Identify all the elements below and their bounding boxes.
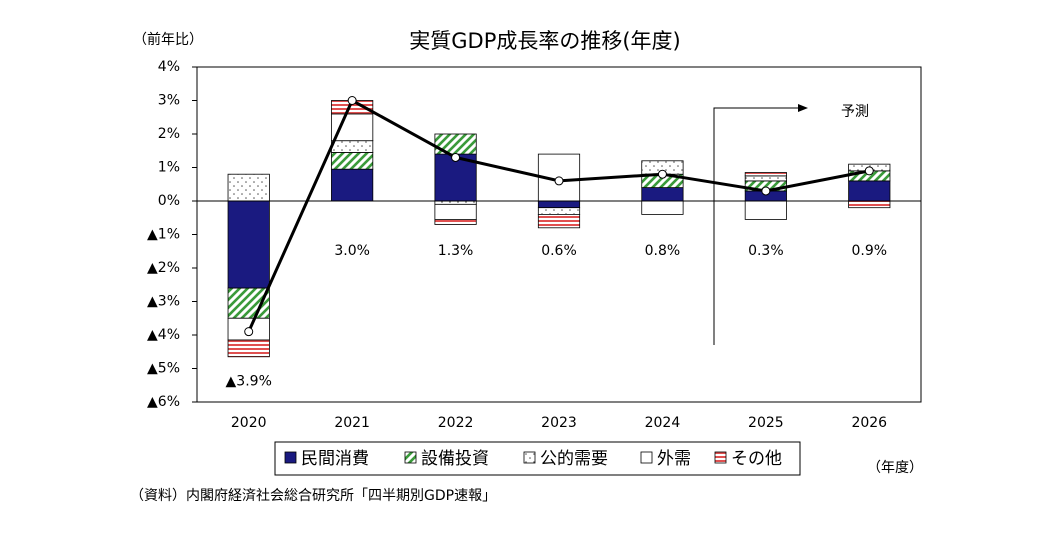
gdp-point [864, 166, 874, 176]
bar-segment [227, 173, 270, 202]
legend-label: 民間消費 [301, 449, 369, 469]
forecast-arrow [798, 104, 808, 112]
bar-segment [434, 200, 477, 205]
plot-frame [196, 66, 922, 403]
data-label: 0.9% [851, 243, 887, 259]
gdp-point [657, 169, 667, 179]
legend-swatch [404, 451, 417, 464]
legend-label: 外需 [657, 449, 691, 469]
bar-segment [641, 187, 684, 202]
data-label: 1.3% [438, 243, 474, 259]
source-note: （資料）内閣府経済社会総合研究所「四半期別GDP速報」 [130, 488, 496, 504]
data-label: 3.0% [334, 243, 370, 259]
x-tick-label: 2022 [438, 415, 474, 431]
legend-swatch [284, 451, 297, 464]
bar-segment [331, 168, 374, 202]
legend-swatch [523, 451, 536, 464]
data-label: 0.3% [748, 243, 784, 259]
legend-label: 設備投資 [421, 449, 489, 469]
bar-segment [848, 180, 891, 202]
y-axis-unit: （前年比） [133, 31, 203, 48]
bar-segment [744, 200, 787, 220]
bar-segment [848, 200, 891, 209]
y-tick-label: 1% [158, 160, 180, 176]
x-tick-label: 2021 [334, 415, 370, 431]
bar-segment [744, 172, 787, 177]
legend-box [274, 441, 801, 476]
bar-segment [537, 207, 581, 215]
x-tick-label: 2023 [541, 415, 577, 431]
y-tick-label: ▲1% [147, 227, 180, 243]
legend-label: 公的需要 [540, 449, 608, 469]
bar-segment [227, 339, 270, 358]
y-tick-label: 0% [158, 193, 180, 209]
legend-swatch [714, 451, 727, 464]
y-tick-label: ▲3% [147, 294, 180, 310]
y-tick-label: 4% [158, 59, 180, 75]
data-label: ▲3.9% [226, 374, 272, 390]
y-tick-label: 3% [158, 93, 180, 109]
y-tick-label: ▲4% [147, 327, 180, 343]
legend-swatch [640, 451, 653, 464]
gdp-point [244, 327, 254, 337]
data-label: 0.8% [645, 243, 681, 259]
x-tick-label: 2026 [851, 415, 887, 431]
bar-segment [227, 200, 270, 289]
bar-segment [331, 152, 374, 170]
forecast-label: 予測 [841, 104, 869, 120]
data-label: 0.6% [541, 243, 577, 259]
bar-segment [641, 200, 684, 215]
gdp-point [347, 96, 357, 105]
y-tick-label: ▲5% [147, 361, 180, 377]
x-axis-unit: （年度） [867, 460, 923, 476]
forecast-marker [713, 107, 800, 345]
bar-segment [331, 113, 374, 142]
gdp-point [451, 152, 461, 162]
bar-segment [434, 219, 477, 225]
y-tick-label: ▲6% [147, 394, 180, 410]
y-tick-label: 2% [158, 126, 180, 142]
bar-segment [434, 203, 477, 220]
bar-segment [537, 213, 581, 229]
x-tick-label: 2024 [645, 415, 681, 431]
chart-title: 実質GDP成長率の推移(年度) [409, 29, 681, 53]
gdp-point [761, 186, 771, 196]
bar-segment [331, 140, 374, 153]
bar-segment [537, 200, 581, 209]
legend-label: その他 [731, 449, 782, 469]
gdp-point [554, 176, 564, 186]
bar-segment [227, 287, 270, 319]
x-tick-label: 2025 [748, 415, 784, 431]
bar-segment [744, 175, 787, 182]
y-tick-label: ▲2% [147, 260, 180, 276]
x-tick-label: 2020 [231, 415, 267, 431]
